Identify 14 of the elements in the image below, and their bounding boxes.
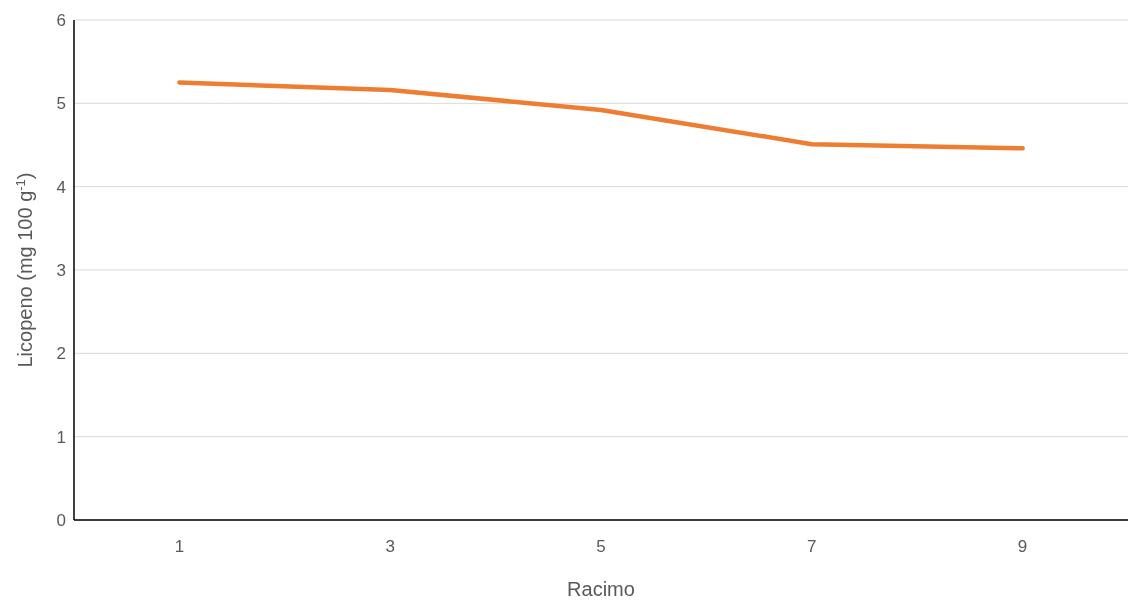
y-tick-label: 3 bbox=[56, 261, 66, 281]
y-tick-label: 6 bbox=[56, 11, 66, 31]
y-tick-label: 4 bbox=[56, 177, 66, 197]
y-tick-label: 0 bbox=[56, 511, 66, 531]
y-tick-label: 2 bbox=[56, 344, 66, 364]
x-axis-title: Racimo bbox=[567, 578, 635, 600]
x-tick-label: 3 bbox=[385, 537, 395, 557]
line-series bbox=[177, 80, 1025, 151]
y-tick-label: 1 bbox=[56, 427, 66, 447]
x-tick-label: 7 bbox=[807, 537, 817, 557]
x-tick-label: 9 bbox=[1017, 537, 1028, 557]
x-tick-label: 1 bbox=[174, 537, 185, 557]
y-tick-label: 5 bbox=[56, 94, 66, 114]
x-tick-label: 5 bbox=[596, 537, 606, 557]
